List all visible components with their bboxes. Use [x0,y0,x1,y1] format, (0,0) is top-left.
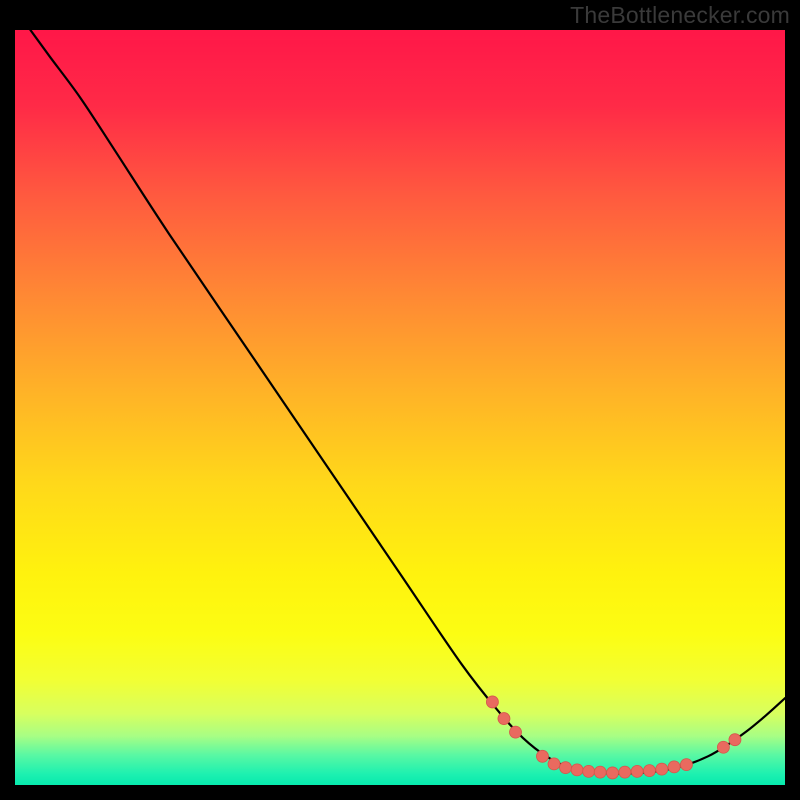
data-marker [571,764,583,776]
data-marker [560,762,572,774]
data-marker [510,726,522,738]
chart-background [15,30,785,785]
data-marker [680,759,692,771]
data-marker [486,696,498,708]
chart-svg [15,30,785,785]
data-marker [594,766,606,778]
data-marker [607,767,619,779]
data-marker [536,750,548,762]
data-marker [717,741,729,753]
data-marker [548,758,560,770]
chart-container [15,30,785,785]
data-marker [656,763,668,775]
data-marker [668,761,680,773]
attribution-text: TheBottlenecker.com [570,2,790,29]
data-marker [631,765,643,777]
data-marker [643,765,655,777]
data-marker [619,766,631,778]
data-marker [583,765,595,777]
data-marker [498,713,510,725]
data-marker [729,734,741,746]
